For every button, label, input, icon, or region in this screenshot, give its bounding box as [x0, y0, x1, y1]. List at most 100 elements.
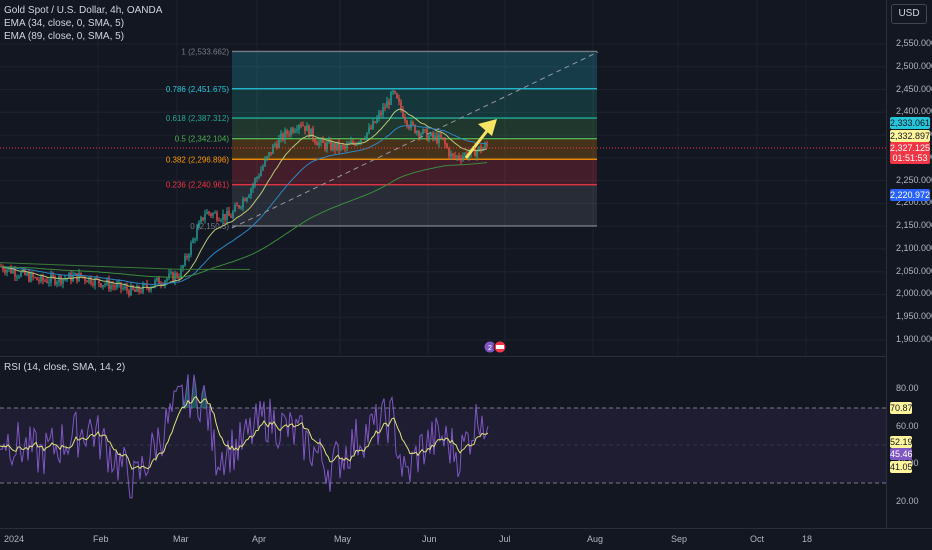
candle-body — [422, 129, 424, 134]
candle-body — [440, 134, 442, 138]
candle-body — [80, 272, 82, 277]
candle-body — [164, 280, 166, 285]
price-grid — [0, 0, 886, 356]
time-tick: 2024 — [4, 534, 25, 544]
candle-body — [18, 276, 20, 278]
candle-body — [58, 276, 60, 282]
candle-body — [344, 146, 346, 149]
currency-button[interactable]: USD — [891, 4, 927, 24]
candle-body — [400, 101, 402, 110]
candle-body — [246, 197, 248, 202]
time-tick: Aug — [587, 534, 604, 544]
fib-band — [232, 138, 597, 160]
price-tick: 2,450.000 — [896, 83, 932, 94]
candle-body — [360, 138, 362, 143]
candle-body — [286, 130, 288, 135]
candle-body — [234, 205, 236, 212]
price-axis-separator — [886, 0, 887, 528]
price-tick: 2,250.000 — [896, 174, 932, 185]
candle-body — [434, 135, 436, 138]
candle-body — [214, 212, 216, 214]
pane-separator[interactable] — [0, 356, 886, 357]
candle-body — [56, 281, 58, 285]
candle-body — [270, 152, 272, 154]
ema-89-legend[interactable]: EMA (89, close, 0, SMA, 5) — [4, 31, 125, 42]
candle-body — [218, 220, 220, 222]
candle-body — [126, 286, 128, 291]
candle-body — [300, 125, 302, 127]
candle-body — [484, 143, 486, 148]
candle-body — [208, 211, 210, 214]
candle-body — [458, 155, 460, 159]
candle-body — [268, 152, 270, 157]
time-tick: 18 — [802, 534, 813, 544]
fib-retracement-bands[interactable]: 1 (2,533.662) 0.786 (2,451.675) 0.618 (2,3… — [166, 47, 597, 231]
candle-body — [334, 143, 336, 150]
time-tick: Mar — [173, 534, 189, 544]
candle-body — [180, 268, 182, 279]
rsi-legend[interactable]: RSI (14, close, SMA, 14, 2) — [4, 362, 126, 373]
candle-body — [276, 144, 278, 148]
price-tick: 1,900.000 — [896, 334, 932, 344]
price-tick: 2,200.000 — [896, 197, 932, 208]
ema-34-legend[interactable]: EMA (34, close, 0, SMA, 5) — [4, 18, 125, 29]
candle-body — [414, 124, 416, 133]
candle-body — [444, 138, 446, 145]
candle-body — [44, 280, 46, 282]
candle-body — [428, 135, 430, 141]
candle-body — [304, 125, 306, 132]
candle-body — [52, 274, 54, 277]
candle-body — [242, 198, 244, 207]
up-arrow-icon[interactable] — [464, 119, 497, 159]
price-tick: 2,100.000 — [896, 242, 932, 253]
time-tick: Sep — [671, 534, 688, 544]
candle-body — [258, 176, 260, 178]
price-chart-canvas[interactable]: 1 (2,533.662) 0.786 (2,451.675) 0.618 (2,3… — [0, 0, 886, 356]
event-flag-icons[interactable]: 2 — [483, 340, 507, 354]
fib-level-label: 0.786 (2,451.675) — [166, 85, 229, 94]
trend-line[interactable] — [231, 51, 599, 229]
candle-body — [222, 213, 224, 220]
fib-band — [232, 88, 597, 119]
candle-body — [106, 279, 108, 285]
rsi-pane-canvas[interactable] — [0, 357, 886, 528]
candle-body — [184, 256, 186, 266]
candle-body — [352, 141, 354, 144]
candle-body — [114, 286, 116, 288]
ema-34-line — [0, 108, 488, 289]
candle-body — [260, 170, 262, 177]
candle-body — [54, 276, 56, 285]
candle-body — [134, 289, 136, 292]
fib-band — [232, 159, 597, 185]
candle-body — [248, 195, 250, 198]
candle-body — [460, 158, 462, 160]
symbol-title[interactable]: Gold Spot / U.S. Dollar, 4h, OANDA — [4, 5, 163, 16]
candle-body — [366, 132, 368, 139]
candle-body — [60, 276, 62, 284]
candle-body — [278, 138, 280, 148]
candle-body — [26, 273, 28, 275]
price-tick: 2,150.000 — [896, 220, 932, 231]
price-tick: 1,950.000 — [896, 311, 932, 322]
candle-body — [294, 130, 296, 133]
indicator-legend: Gold Spot / U.S. Dollar, 4h, OANDA EMA (… — [4, 4, 162, 43]
candle-body — [138, 286, 140, 292]
candle-body — [364, 138, 366, 140]
candle-body — [340, 145, 342, 150]
candle-body — [430, 132, 432, 136]
candle-body — [416, 131, 418, 133]
candle-body — [290, 128, 292, 136]
candle-body — [262, 166, 264, 171]
candle-body — [20, 271, 22, 277]
candle-body — [224, 213, 226, 220]
fib-band — [232, 184, 597, 226]
fib-level-label: 1 (2,533.662) — [181, 47, 229, 56]
candle-body — [152, 285, 154, 288]
candle-body — [482, 147, 484, 151]
candle-body — [160, 284, 162, 286]
candle-body — [140, 291, 142, 293]
time-axis-separator — [0, 528, 932, 529]
candle-body — [10, 267, 12, 274]
candle-body — [392, 90, 394, 92]
